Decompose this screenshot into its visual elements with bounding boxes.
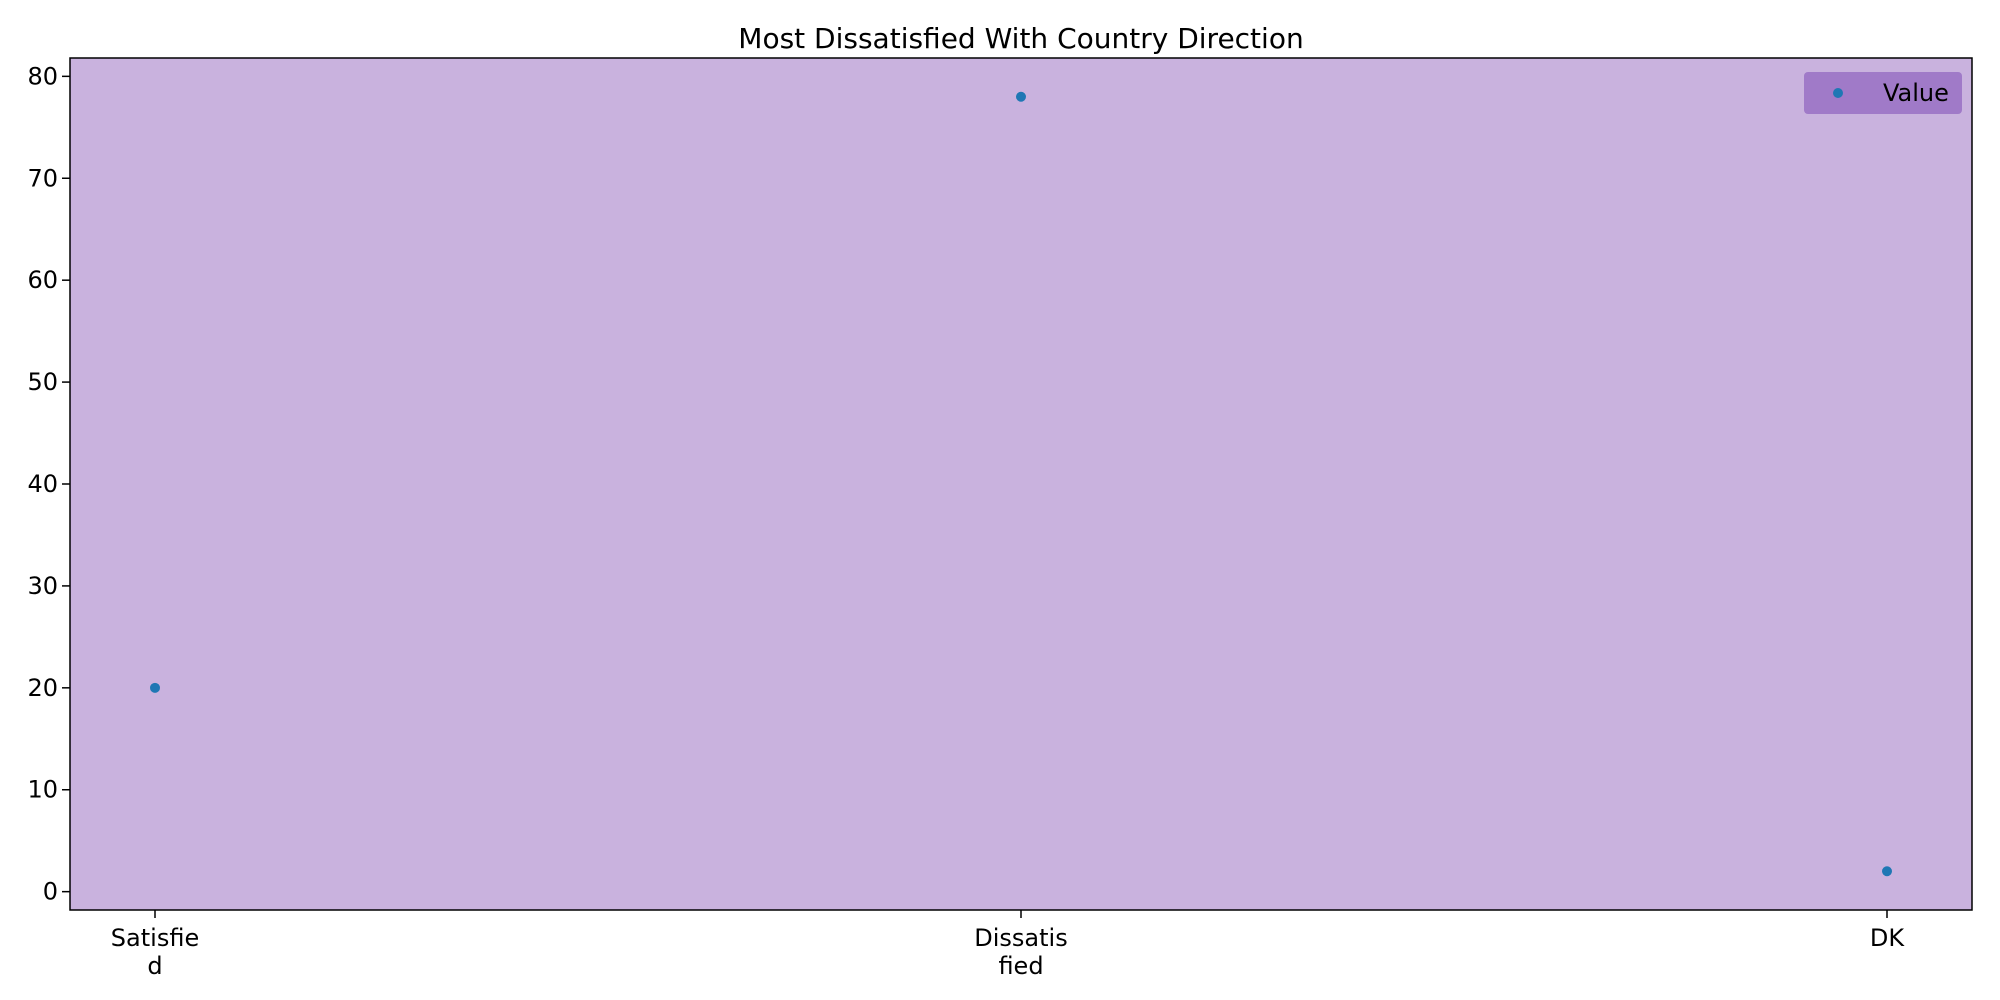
legend-label: Value bbox=[1883, 79, 1949, 107]
y-tick-label: 80 bbox=[27, 62, 58, 90]
y-tick-label: 40 bbox=[27, 470, 58, 498]
data-point bbox=[150, 682, 160, 693]
legend: Value bbox=[1804, 72, 1962, 114]
data-point bbox=[1882, 866, 1892, 877]
legend-marker bbox=[1833, 88, 1843, 98]
x-tick-label: Satisfie d bbox=[111, 924, 199, 980]
y-axis: 0 10 20 30 40 50 60 70 80 bbox=[27, 62, 70, 906]
plot-frame bbox=[69, 57, 1973, 911]
y-tick-label: 0 bbox=[43, 878, 58, 906]
y-tick-label: 10 bbox=[27, 776, 58, 804]
data-point bbox=[1016, 91, 1026, 102]
y-tick-label: 70 bbox=[27, 164, 58, 192]
x-axis: Satisfie d Dissatis fied DK bbox=[111, 910, 1905, 980]
x-tick-label: Dissatis fied bbox=[974, 924, 1067, 980]
y-tick-label: 20 bbox=[27, 674, 58, 702]
y-tick-label: 30 bbox=[27, 572, 58, 600]
chart-title: Most Dissatisfied With Country Direction bbox=[738, 22, 1303, 55]
y-tick-label: 60 bbox=[27, 266, 58, 294]
legend-box bbox=[1804, 72, 1962, 114]
plot-area bbox=[70, 58, 1972, 910]
data-points bbox=[150, 91, 1892, 877]
y-tick-label: 50 bbox=[27, 368, 58, 396]
x-tick-label: DK bbox=[1870, 924, 1905, 952]
